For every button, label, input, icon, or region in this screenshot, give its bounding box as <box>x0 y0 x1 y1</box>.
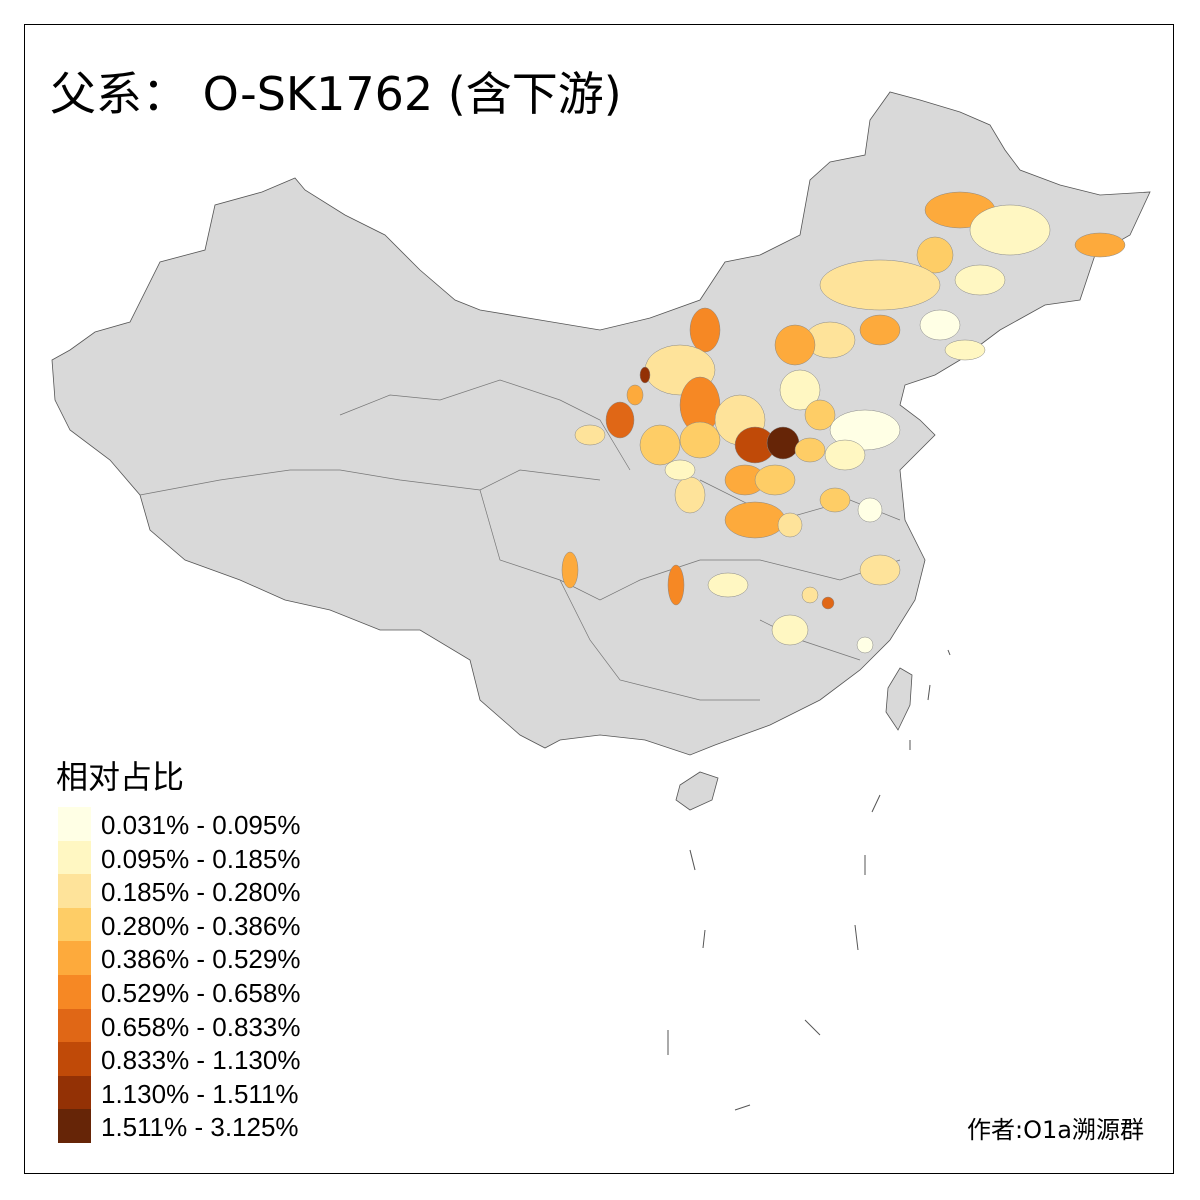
legend-swatch <box>58 874 91 909</box>
legend-label: 0.031% - 0.095% <box>101 810 301 840</box>
region-fill <box>707 572 749 598</box>
legend-item: 0.658% - 0.833% <box>58 1008 358 1043</box>
legend-label: 1.130% - 1.511% <box>101 1078 299 1109</box>
region-fill <box>777 512 803 538</box>
region-fill <box>859 554 901 586</box>
south-china-sea-islands <box>667 649 951 1111</box>
hainan-island <box>675 771 719 811</box>
legend-item: 0.833% - 1.130% <box>58 1042 358 1077</box>
legend-swatch <box>58 975 91 1009</box>
legend-label: 0.529% - 0.658% <box>101 978 301 1008</box>
region-fill <box>605 401 635 439</box>
region-fill <box>771 614 809 646</box>
region-fill <box>824 439 866 471</box>
data-regions <box>561 191 1126 654</box>
legend-item: 0.031% - 0.095% <box>58 807 358 841</box>
region-fill <box>679 421 721 459</box>
legend-item: 0.386% - 0.529% <box>58 941 358 976</box>
legend-swatch <box>58 1042 91 1077</box>
legend-label: 0.280% - 0.386% <box>101 910 301 941</box>
region-fill <box>819 259 941 311</box>
legend-label: 0.833% - 1.130% <box>101 1045 301 1076</box>
region-fill <box>859 314 901 346</box>
region-fill <box>801 586 819 604</box>
legend-label: 0.185% - 0.280% <box>101 877 301 908</box>
region-fill <box>969 204 1051 256</box>
region-fill <box>639 366 651 384</box>
legend-swatch <box>58 1075 91 1110</box>
legend-swatch <box>58 840 91 875</box>
legend-item: 0.529% - 0.658% <box>58 975 358 1009</box>
legend-title: 相对占比 <box>56 758 185 796</box>
china-mainland <box>51 91 1151 756</box>
taiwan-island <box>885 667 913 731</box>
region-fill <box>766 426 800 460</box>
legend-item: 0.280% - 0.386% <box>58 907 358 942</box>
region-fill <box>856 636 874 654</box>
region-fill <box>689 307 721 353</box>
region-fill <box>574 424 606 446</box>
legend-label: 1.511% - 3.125% <box>101 1112 299 1143</box>
legend-label: 0.386% - 0.529% <box>101 944 301 975</box>
legend-swatch <box>58 1008 91 1043</box>
region-fill <box>664 459 696 481</box>
legend-swatch <box>58 807 91 841</box>
region-fill <box>754 464 796 496</box>
legend-label: 0.658% - 0.833% <box>101 1011 301 1042</box>
legend-item: 1.511% - 3.125% <box>58 1109 358 1144</box>
region-fill <box>857 497 883 523</box>
map-title: 父系： O-SK1762 (含下游) <box>50 67 622 121</box>
region-fill <box>779 369 821 411</box>
map-panel <box>24 24 1174 1174</box>
region-fill <box>804 399 836 431</box>
region-fill <box>724 501 786 539</box>
region-fill <box>916 236 954 274</box>
region-fill <box>667 564 685 606</box>
region-fill <box>674 476 706 514</box>
region-fill <box>944 339 986 361</box>
region-fill <box>626 384 644 406</box>
legend-item: 0.095% - 0.185% <box>58 840 358 875</box>
region-fill <box>919 309 961 341</box>
legend-swatch <box>58 907 91 942</box>
legend-item: 0.185% - 0.280% <box>58 874 358 909</box>
region-fill <box>561 551 579 589</box>
region-fill <box>819 487 851 513</box>
region-fill <box>794 437 826 463</box>
author-credit: 作者:O1a溯源群 <box>967 1116 1144 1144</box>
region-fill <box>954 264 1006 296</box>
legend-label: 0.095% - 0.185% <box>101 843 301 874</box>
legend-swatch <box>58 1109 91 1144</box>
legend-item: 1.130% - 1.511% <box>58 1075 358 1110</box>
region-fill <box>774 324 816 366</box>
region-fill <box>821 596 835 610</box>
region-fill <box>639 424 681 466</box>
region-fill <box>1074 232 1126 258</box>
legend-swatch <box>58 941 91 976</box>
